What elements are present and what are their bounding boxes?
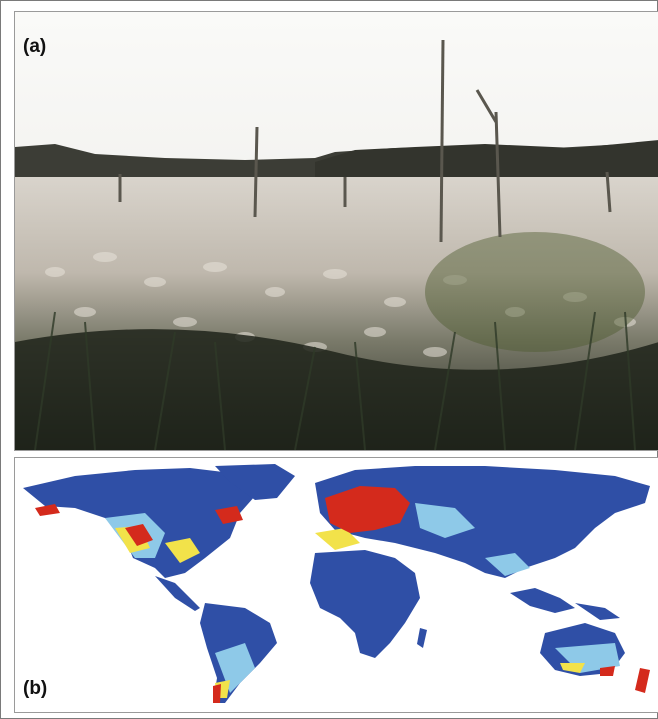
panel-b-map: (b)	[14, 457, 658, 713]
world-map-icon	[15, 458, 658, 712]
wetland-photo-icon	[15, 12, 658, 450]
panel-b-label: (b)	[23, 678, 48, 699]
panel-a-label: (a)	[23, 36, 47, 57]
panel-a-photo: (a)	[14, 11, 658, 451]
